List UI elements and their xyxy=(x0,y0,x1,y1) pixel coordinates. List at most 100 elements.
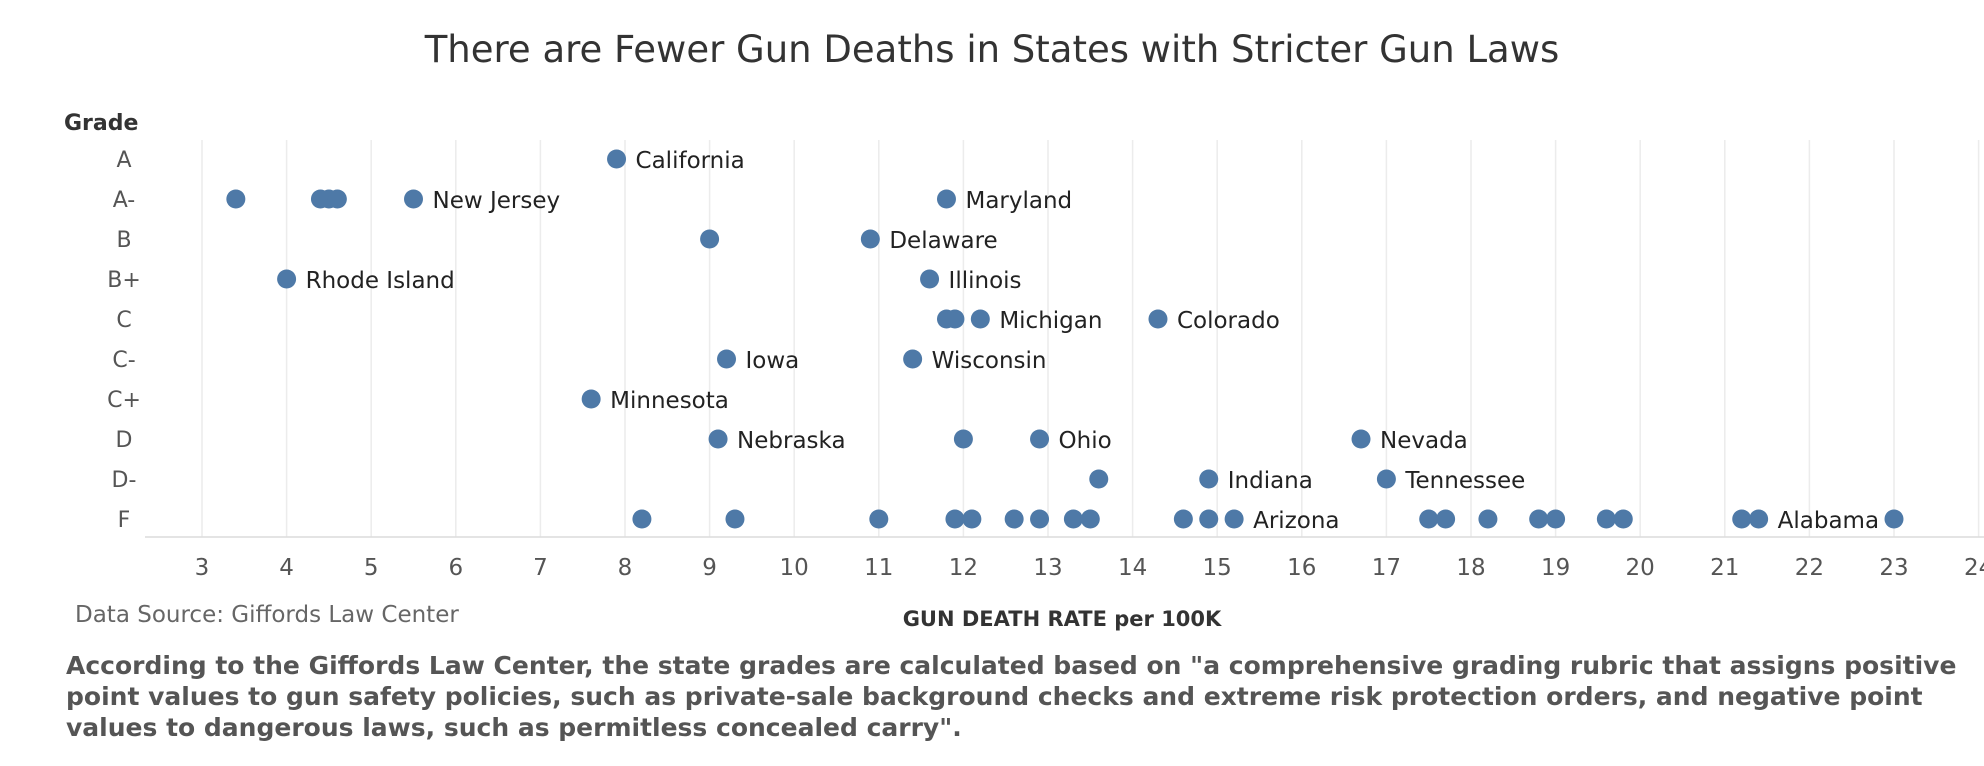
grade-label: C xyxy=(116,308,131,333)
x-tick-label: 12 xyxy=(949,555,978,581)
grade-label: B+ xyxy=(107,268,141,293)
data-point xyxy=(1148,309,1168,329)
data-point xyxy=(1199,509,1219,529)
data-point xyxy=(1004,509,1024,529)
data-point xyxy=(1224,509,1244,529)
x-tick-label: 21 xyxy=(1710,555,1739,581)
data-point xyxy=(1732,509,1752,529)
data-point xyxy=(962,509,982,529)
data-point xyxy=(903,349,923,369)
point-label: Maryland xyxy=(965,188,1072,214)
data-point xyxy=(277,269,297,289)
x-tick-label: 18 xyxy=(1456,555,1485,581)
grade-label: A- xyxy=(113,188,136,213)
data-point xyxy=(632,509,652,529)
data-point xyxy=(936,189,956,209)
x-tick-label: 8 xyxy=(618,555,633,581)
data-point xyxy=(920,269,940,289)
data-point xyxy=(1613,509,1633,529)
data-point xyxy=(607,149,627,169)
x-tick-label: 3 xyxy=(195,555,210,581)
point-label: Michigan xyxy=(999,308,1102,334)
data-point xyxy=(404,189,423,209)
point-label: Arizona xyxy=(1253,508,1339,534)
grade-label: C- xyxy=(112,348,135,373)
data-point xyxy=(1436,509,1456,529)
y-axis-title: Grade xyxy=(64,111,138,136)
data-point xyxy=(953,429,973,449)
chart-title: There are Fewer Gun Deaths in States wit… xyxy=(424,28,1560,71)
data-point xyxy=(970,309,990,329)
data-point xyxy=(1030,429,1050,449)
point-label: New Jersey xyxy=(433,188,561,214)
x-tick-label: 22 xyxy=(1795,555,1824,581)
point-label: Delaware xyxy=(889,228,997,254)
data-point xyxy=(945,309,965,329)
grade-label: A xyxy=(116,148,131,173)
x-tick-label: 14 xyxy=(1118,555,1147,581)
point-label: Illinois xyxy=(949,268,1022,294)
data-point xyxy=(226,189,246,209)
data-point xyxy=(717,349,737,369)
data-point xyxy=(1351,429,1371,449)
data-point xyxy=(700,229,720,249)
point-label: Rhode Island xyxy=(306,268,455,294)
data-point xyxy=(1529,509,1549,529)
x-tick-label: 11 xyxy=(864,555,893,581)
x-tick-label: 5 xyxy=(364,555,379,581)
data-point xyxy=(945,509,965,529)
x-tick-label: 13 xyxy=(1033,555,1062,581)
vertical-gridlines xyxy=(201,140,1980,537)
point-label: Ohio xyxy=(1059,428,1112,454)
x-tick-label: 6 xyxy=(448,555,463,581)
x-tick-label: 9 xyxy=(702,555,717,581)
point-label: Colorado xyxy=(1177,308,1280,334)
data-point xyxy=(327,189,347,209)
grade-tick-labels: A A- B B+ C C- C+ D D- F xyxy=(107,148,141,533)
point-label: Nevada xyxy=(1380,428,1468,454)
data-point xyxy=(1199,469,1219,489)
data-point xyxy=(1080,509,1100,529)
point-label: Wisconsin xyxy=(932,348,1047,374)
x-tick-label: 24 xyxy=(1964,555,1984,581)
point-label: Nebraska xyxy=(737,428,846,454)
point-label: Indiana xyxy=(1228,468,1313,494)
data-point xyxy=(1030,509,1050,529)
x-axis-tick-labels: 3 4 5 6 7 8 9 10 11 12 13 14 15 16 17 18 19 20 21 22 23 24 xyxy=(195,555,1984,581)
source-note: Data Source: Giffords Law Center xyxy=(75,602,459,628)
x-tick-label: 4 xyxy=(279,555,294,581)
point-label: Alabama xyxy=(1778,508,1879,534)
x-tick-label: 10 xyxy=(780,555,809,581)
data-point xyxy=(1478,509,1498,529)
data-point xyxy=(1376,469,1396,489)
x-tick-label: 20 xyxy=(1626,555,1655,581)
x-tick-label: 16 xyxy=(1287,555,1316,581)
grade-label: D- xyxy=(112,468,137,493)
x-tick-label: 23 xyxy=(1879,555,1908,581)
x-tick-label: 15 xyxy=(1203,555,1232,581)
grade-label: C+ xyxy=(107,388,141,413)
data-point xyxy=(869,509,889,529)
data-point xyxy=(1089,469,1109,489)
data-point xyxy=(1063,509,1083,529)
data-point xyxy=(1749,509,1769,529)
x-axis-title: GUN DEATH RATE per 100K xyxy=(903,607,1222,631)
x-tick-label: 19 xyxy=(1541,555,1570,581)
grading-footnote: According to the Giffords Law Center, th… xyxy=(66,651,1957,742)
data-point xyxy=(708,429,728,449)
data-point xyxy=(1596,509,1616,529)
point-label: Tennessee xyxy=(1404,468,1525,494)
data-point xyxy=(725,509,745,529)
grade-label: D xyxy=(116,428,133,453)
data-point xyxy=(581,389,601,409)
data-point xyxy=(860,229,880,249)
point-label: California xyxy=(636,148,745,174)
point-label: Iowa xyxy=(746,348,800,374)
data-point xyxy=(1419,509,1439,529)
grade-label: B xyxy=(116,228,131,253)
grade-label: F xyxy=(118,508,131,533)
data-point xyxy=(1884,509,1904,529)
data-point xyxy=(1173,509,1193,529)
x-tick-label: 17 xyxy=(1372,555,1401,581)
